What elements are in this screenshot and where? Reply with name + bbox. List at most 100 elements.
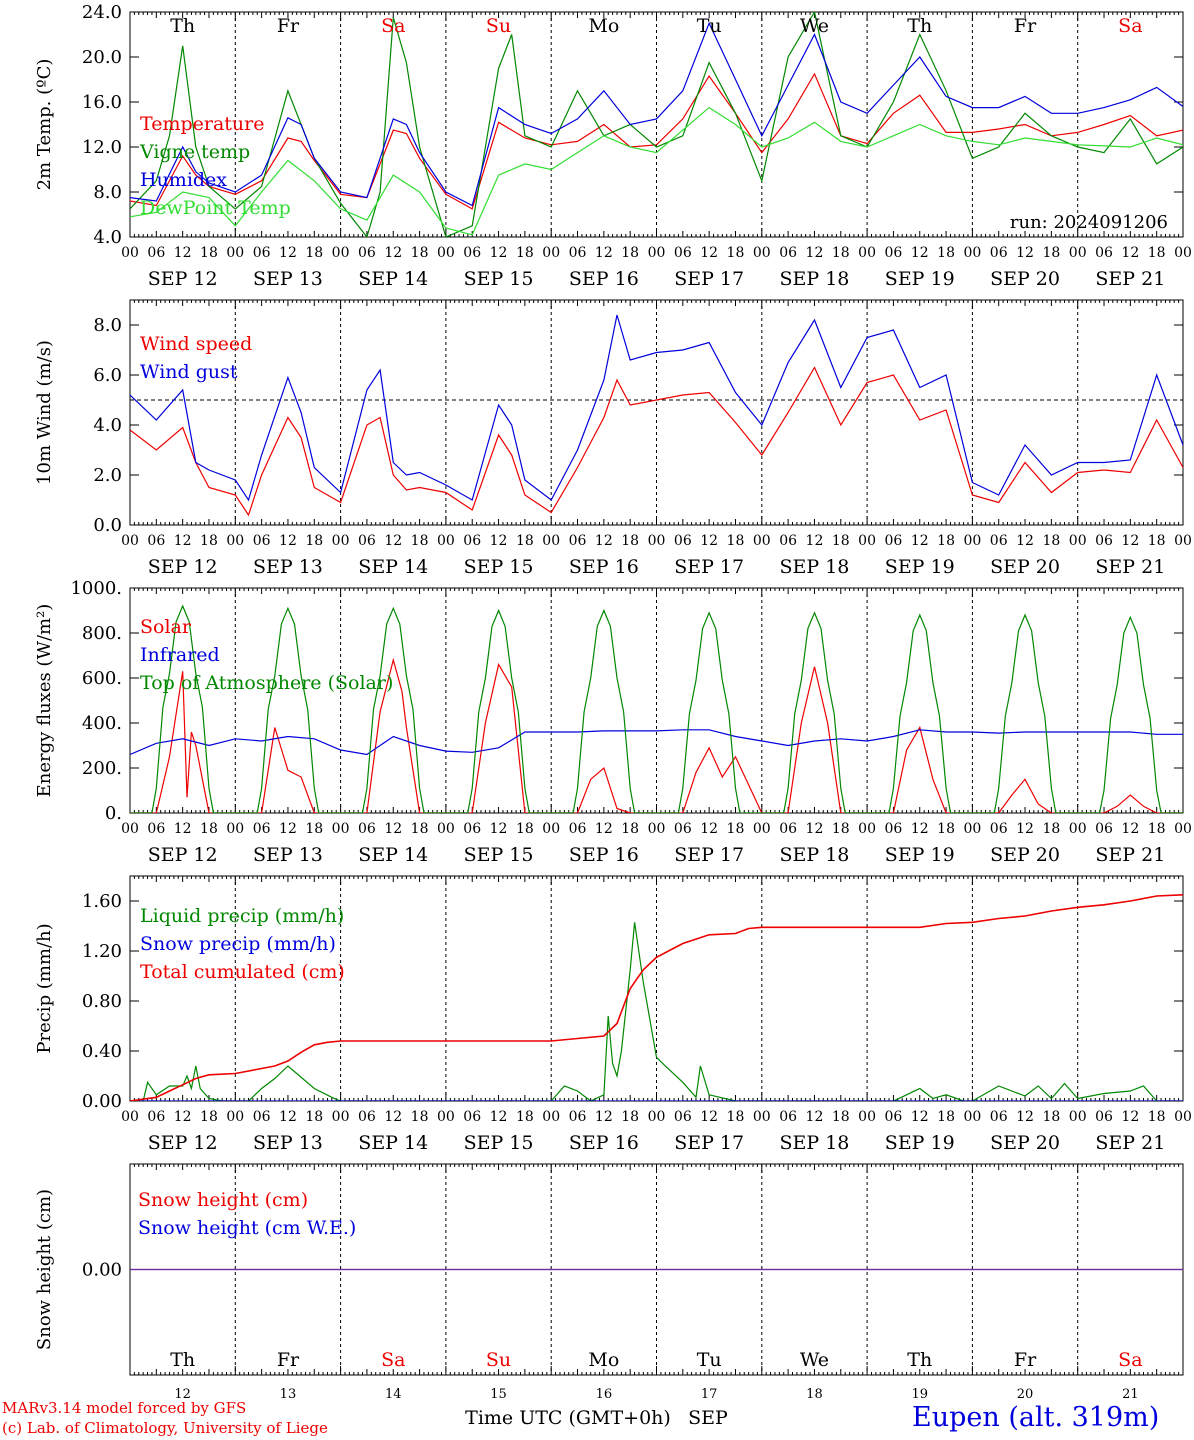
hour-tick-label: 00	[542, 821, 560, 837]
hour-tick-label: 06	[779, 533, 797, 549]
date-label: SEP 15	[464, 268, 534, 290]
weekday-label: Sa	[1118, 1349, 1142, 1371]
day-number-label: 17	[701, 1387, 718, 1402]
weekday-label: Su	[486, 1349, 511, 1371]
date-label: SEP 20	[990, 556, 1060, 578]
date-label: SEP 18	[780, 556, 850, 578]
weekday-label: Su	[486, 15, 511, 37]
hour-tick-label: 06	[147, 821, 165, 837]
hour-tick-label: 12	[279, 1109, 297, 1125]
date-label: SEP 19	[885, 268, 955, 290]
y-tick-label: 16.0	[82, 92, 122, 113]
hour-tick-label: 00	[226, 821, 244, 837]
day-number-label: 12	[174, 1387, 191, 1402]
date-label: SEP 17	[674, 844, 744, 866]
date-label: SEP 13	[253, 268, 323, 290]
hour-tick-label: 00	[437, 245, 455, 261]
y-tick-label: 6.0	[93, 365, 122, 386]
date-label: SEP 15	[464, 556, 534, 578]
y-tick-label: 24.0	[82, 2, 122, 23]
x-axis-label: Time UTC (GMT+0h)	[465, 1407, 671, 1429]
date-label: SEP 21	[1095, 268, 1165, 290]
hour-tick-label: 18	[200, 245, 218, 261]
hour-tick-label: 18	[1042, 821, 1060, 837]
hour-tick-label: 18	[832, 533, 850, 549]
day-number-label: 18	[806, 1387, 823, 1402]
date-label: SEP 17	[674, 556, 744, 578]
hour-tick-label: 00	[226, 533, 244, 549]
weekday-label: Th	[170, 15, 195, 37]
weekday-label: Mo	[588, 1349, 619, 1371]
hour-tick-label: 06	[779, 821, 797, 837]
hour-tick-label: 00	[963, 245, 981, 261]
hour-tick-label: 00	[1174, 821, 1192, 837]
hour-tick-label: 18	[1042, 245, 1060, 261]
weekday-label: Th	[170, 1349, 195, 1371]
hour-tick-label: 06	[779, 1109, 797, 1125]
date-label: SEP 13	[253, 1132, 323, 1154]
hour-tick-label: 00	[963, 821, 981, 837]
date-label: SEP 14	[358, 268, 428, 290]
legend-entry: Vigne temp	[139, 141, 250, 163]
hour-tick-label: 00	[753, 1109, 771, 1125]
date-label: SEP 19	[885, 1132, 955, 1154]
hour-tick-label: 18	[1148, 245, 1166, 261]
series-line-infrared	[130, 729, 1183, 756]
weekday-label: Sa	[1118, 15, 1142, 37]
date-label: SEP 18	[780, 268, 850, 290]
series-line-top-of-atmosphere-solar-	[130, 604, 1183, 813]
y-axis-label: Snow height (cm)	[34, 1189, 55, 1350]
hour-tick-label: 12	[490, 821, 508, 837]
y-tick-label: 4.0	[93, 415, 122, 436]
date-label: SEP 20	[990, 1132, 1060, 1154]
hour-tick-label: 00	[332, 821, 350, 837]
date-label: SEP 14	[358, 844, 428, 866]
hour-tick-label: 00	[542, 1109, 560, 1125]
series-line-total-cumulated-cm-	[130, 894, 1183, 1101]
hour-tick-label: 00	[858, 533, 876, 549]
y-tick-label: 1.20	[82, 941, 122, 962]
hour-tick-label: 00	[1174, 1109, 1192, 1125]
y-tick-label: 12.0	[82, 137, 122, 158]
hour-tick-label: 12	[595, 245, 613, 261]
y-tick-label: 4.0	[93, 227, 122, 248]
credit-line-2: (c) Lab. of Climatology, University of L…	[2, 1419, 328, 1437]
hour-tick-label: 12	[1016, 821, 1034, 837]
y-tick-label: 400.	[82, 713, 122, 734]
hour-tick-label: 18	[621, 245, 639, 261]
hour-tick-label: 00	[542, 533, 560, 549]
legend-entry: DewPoint Temp	[140, 197, 291, 219]
hour-tick-label: 18	[200, 821, 218, 837]
hour-tick-label: 06	[674, 533, 692, 549]
series-line-solar	[130, 657, 1183, 813]
weekday-label: We	[800, 1349, 829, 1371]
hour-tick-label: 06	[463, 821, 481, 837]
date-label: SEP 16	[569, 556, 639, 578]
hour-tick-label: 12	[1016, 1109, 1034, 1125]
hour-tick-label: 18	[516, 533, 534, 549]
y-tick-label: 0.00	[82, 1260, 122, 1281]
date-label: SEP 12	[148, 844, 218, 866]
hour-tick-label: 00	[1069, 245, 1087, 261]
series-line-liquid-precip-mm-h-	[130, 922, 1183, 1101]
hour-tick-label: 00	[648, 821, 666, 837]
hour-tick-label: 18	[305, 821, 323, 837]
hour-tick-label: 06	[358, 821, 376, 837]
hour-tick-label: 12	[174, 245, 192, 261]
hour-tick-label: 12	[595, 533, 613, 549]
date-label: SEP 17	[674, 1132, 744, 1154]
date-label: SEP 13	[253, 556, 323, 578]
hour-tick-label: 18	[411, 533, 429, 549]
hour-tick-label: 00	[437, 533, 455, 549]
legend-entry: Infrared	[140, 644, 220, 666]
weekday-label: Tu	[697, 1349, 722, 1371]
y-tick-label: 0.80	[82, 991, 122, 1012]
hour-tick-label: 00	[1069, 821, 1087, 837]
hour-tick-label: 00	[121, 821, 139, 837]
date-label: SEP 21	[1095, 556, 1165, 578]
weekday-label: Fr	[1014, 15, 1037, 37]
weekday-label: Fr	[1014, 1349, 1037, 1371]
legend-entry: Temperature	[140, 113, 264, 135]
day-number-label: 19	[911, 1387, 928, 1402]
